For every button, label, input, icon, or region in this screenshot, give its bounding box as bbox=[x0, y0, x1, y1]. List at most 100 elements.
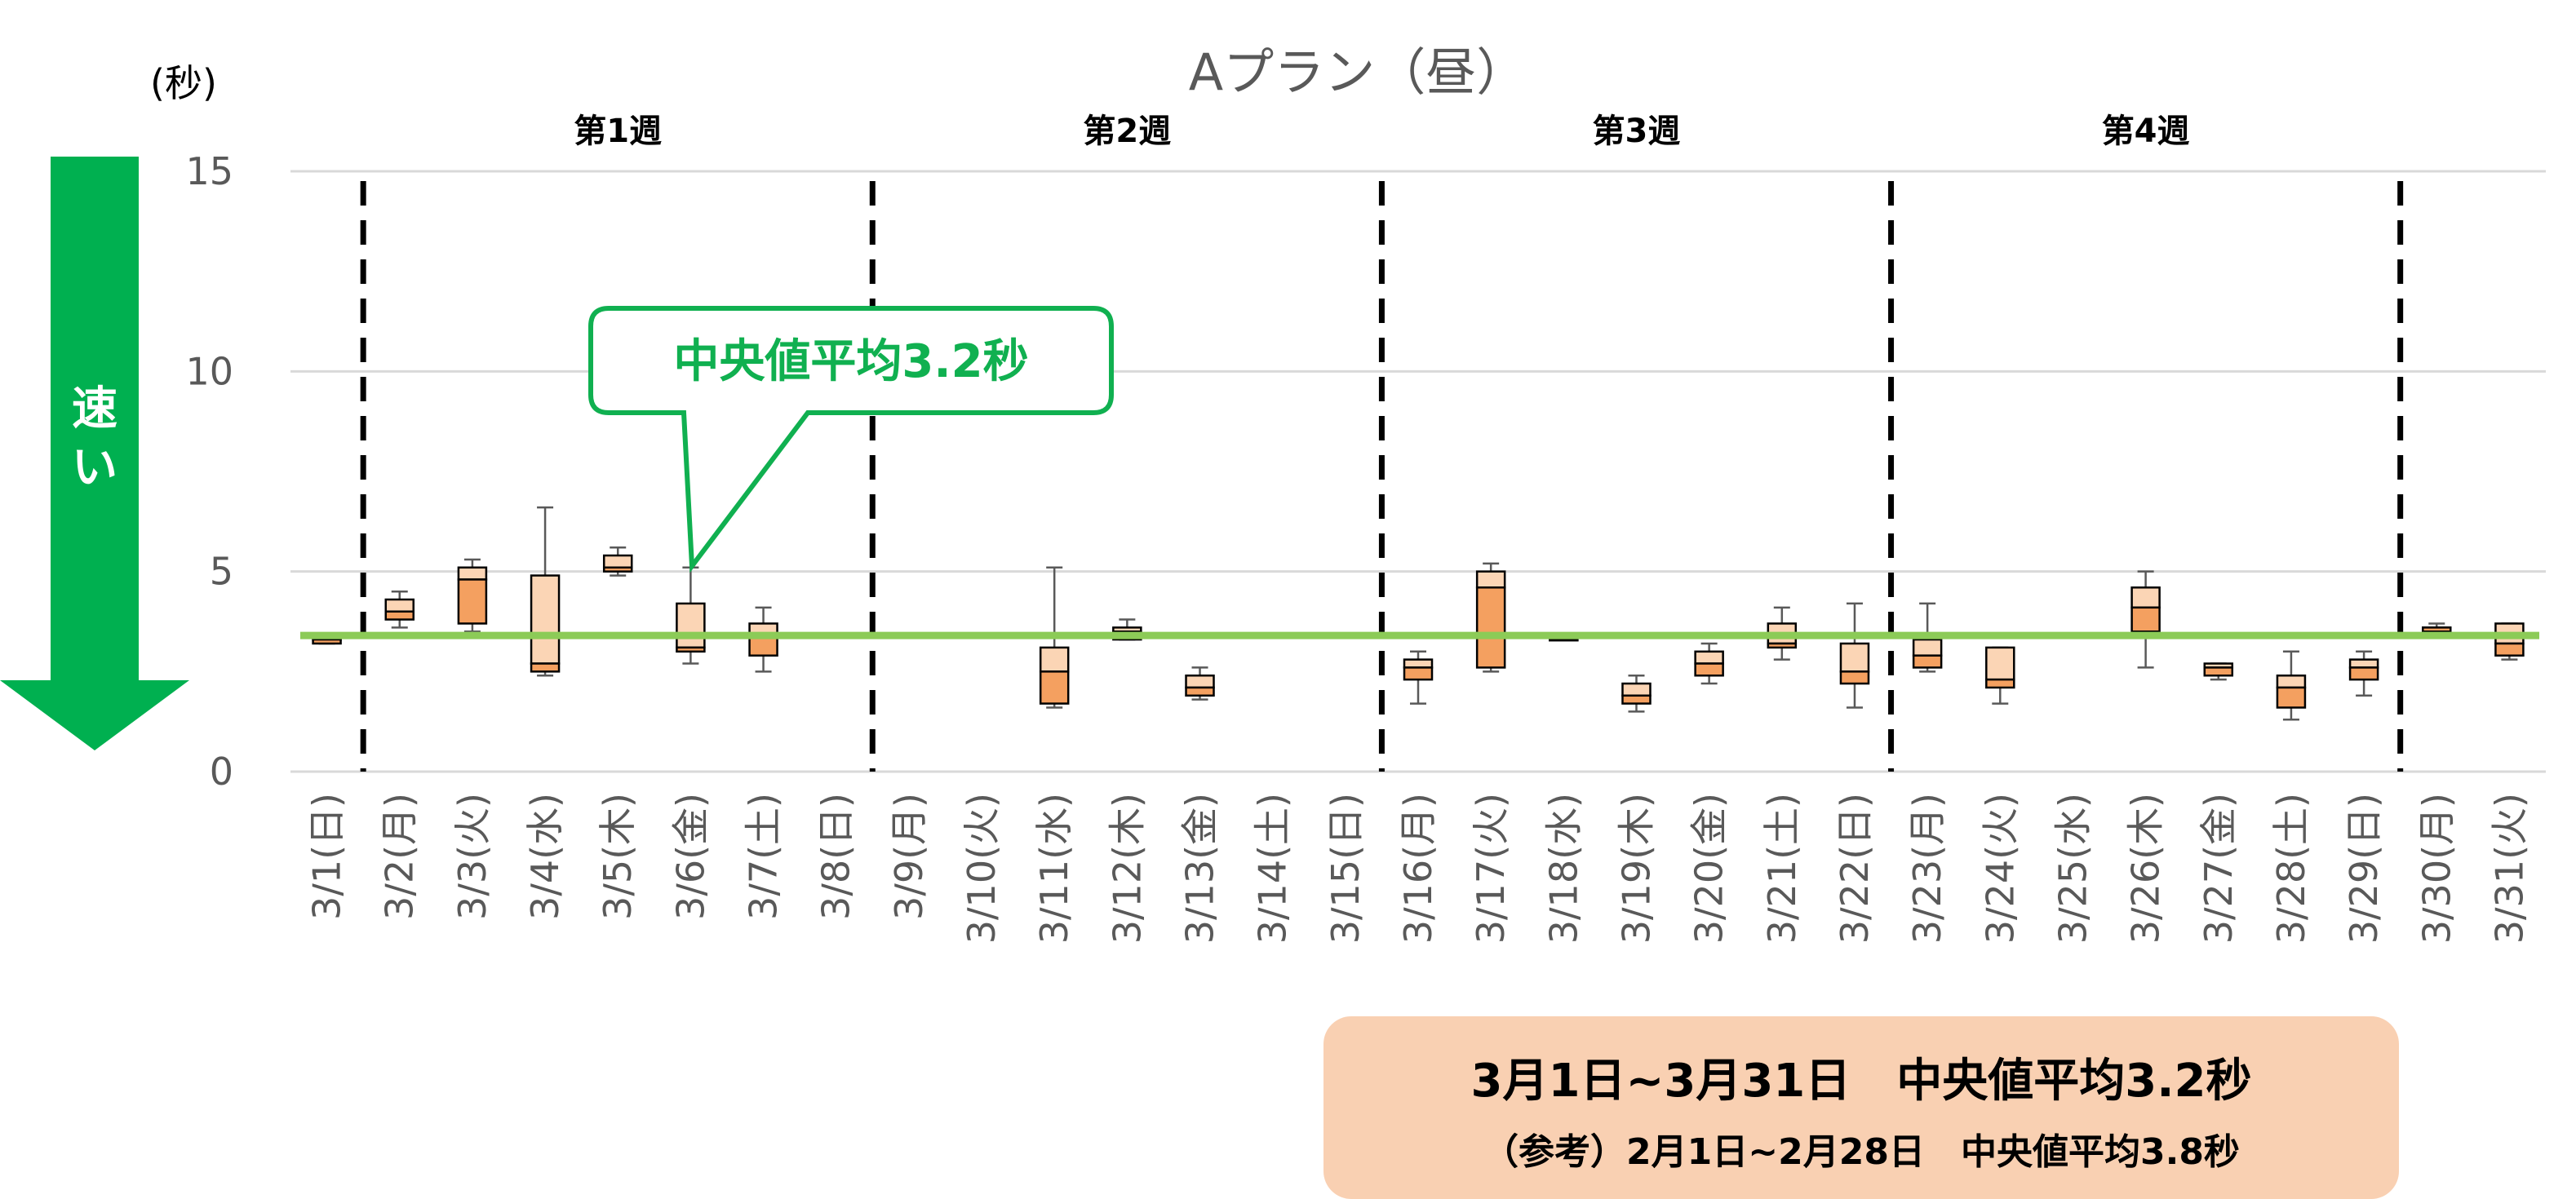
down-arrow-icon bbox=[0, 157, 189, 750]
box-lower bbox=[1039, 670, 1070, 705]
summary-box: 3月1日~3月31日 中央値平均3.2秒 （参考）2月1日~2月28日 中央値平… bbox=[1323, 1016, 2399, 1199]
x-tick-label: 3/20(金) bbox=[1687, 793, 1731, 944]
median-callout: 中央値平均3.2秒 bbox=[588, 306, 1114, 573]
x-tick-label: 3/21(土) bbox=[1760, 793, 1804, 944]
x-tick-label: 3/30(月) bbox=[2414, 793, 2459, 944]
week-label: 第3週 bbox=[1593, 113, 1681, 150]
box-lower bbox=[1621, 694, 1652, 705]
x-tick-label: 3/28(土) bbox=[2269, 793, 2313, 944]
x-tick-label: 3/11(水) bbox=[1032, 793, 1076, 944]
box-3/30(月) bbox=[2422, 622, 2452, 633]
box-3/3(火) bbox=[457, 558, 488, 633]
box-3/22(日) bbox=[1839, 602, 1870, 709]
box-3/20(金) bbox=[1694, 642, 1724, 685]
box-3/7(土) bbox=[748, 606, 778, 673]
box-lower bbox=[1403, 666, 1434, 681]
summary-line-current: 3月1日~3月31日 中央値平均3.2秒 bbox=[1470, 1055, 2252, 1108]
box-upper bbox=[457, 566, 488, 581]
box-upper bbox=[676, 602, 706, 649]
fast-label-char: 速 bbox=[72, 383, 117, 436]
box-lower bbox=[1549, 638, 1579, 642]
box-lower bbox=[1694, 662, 1724, 677]
week-labels: 第1週 第2週 第3週 第4週 bbox=[574, 113, 2189, 150]
x-tick-label: 3/19(木) bbox=[1614, 793, 1658, 944]
x-tick-label: 3/3(火) bbox=[450, 793, 494, 920]
x-tick-label: 3/13(金) bbox=[1178, 793, 1222, 944]
week-label: 第2週 bbox=[1083, 113, 1171, 150]
x-tick-label: 3/9(月) bbox=[887, 793, 931, 920]
x-tick-label: 3/15(日) bbox=[1323, 793, 1368, 944]
fast-arrow: 速い bbox=[0, 157, 189, 750]
callout-text: 中央値平均3.2秒 bbox=[673, 335, 1028, 388]
box-lower bbox=[1475, 586, 1506, 669]
y-tick-label: 0 bbox=[210, 750, 233, 794]
x-tick-label: 3/12(木) bbox=[1105, 793, 1149, 944]
box-3/5(木) bbox=[602, 546, 633, 577]
box-3/24(火) bbox=[1985, 646, 2015, 705]
y-axis-unit: (秒) bbox=[150, 61, 217, 105]
boxes bbox=[312, 506, 2525, 721]
week-label: 第1週 bbox=[574, 113, 662, 150]
x-tick-label: 3/22(日) bbox=[1833, 793, 1877, 944]
box-lower bbox=[2203, 666, 2234, 677]
box-3/4(水) bbox=[530, 506, 561, 677]
box-upper bbox=[2276, 674, 2307, 689]
box-3/26(木) bbox=[2130, 570, 2161, 669]
x-tick-label: 3/27(金) bbox=[2197, 793, 2241, 944]
week-label: 第4週 bbox=[2102, 113, 2190, 150]
box-upper bbox=[530, 574, 561, 665]
x-tick-label: 3/14(土) bbox=[1251, 793, 1295, 944]
x-tick-label: 3/7(土) bbox=[742, 793, 786, 920]
x-tick-label: 3/18(水) bbox=[1541, 793, 1585, 944]
box-3/27(金) bbox=[2203, 662, 2234, 681]
x-tick-label: 3/6(金) bbox=[668, 793, 712, 920]
y-tick-label: 15 bbox=[185, 149, 233, 193]
box-lower bbox=[2494, 642, 2525, 657]
box-lower bbox=[1985, 678, 2015, 689]
x-tick-label: 3/25(水) bbox=[2051, 793, 2095, 944]
box-upper bbox=[1694, 650, 1724, 665]
summary-line-reference: （参考）2月1日~2月28日 中央値平均3.8秒 bbox=[1483, 1131, 2240, 1173]
box-3/17(火) bbox=[1475, 562, 1506, 673]
box-3/31(火) bbox=[2494, 622, 2525, 661]
x-tick-label: 3/17(火) bbox=[1469, 793, 1513, 944]
box-lower bbox=[2130, 606, 2161, 633]
box-lower bbox=[384, 610, 415, 621]
box-lower bbox=[1185, 686, 1215, 697]
x-tick-label: 3/2(月) bbox=[378, 793, 422, 920]
box-upper bbox=[2348, 658, 2379, 669]
box-lower bbox=[312, 638, 342, 645]
box-upper bbox=[1185, 674, 1215, 689]
y-axis-ticks: 0 5 10 15 bbox=[185, 149, 233, 794]
box-3/28(土) bbox=[2276, 650, 2307, 721]
box-upper bbox=[1403, 658, 1434, 669]
fast-label: 速い bbox=[72, 383, 117, 494]
x-axis-labels: 3/1(日) 3/2(月) 3/3(火) 3/4(水) 3/5(木) 3/6(金) 3/7(… bbox=[305, 793, 2532, 944]
x-tick-label: 3/26(木) bbox=[2124, 793, 2168, 944]
box-upper bbox=[1839, 642, 1870, 673]
x-tick-label: 3/24(火) bbox=[1978, 793, 2022, 944]
week-separators bbox=[360, 181, 2404, 772]
box-upper bbox=[1912, 638, 1943, 657]
box-3/18(水) bbox=[1549, 638, 1579, 642]
box-lower bbox=[602, 566, 633, 573]
box-3/6(金) bbox=[676, 566, 706, 665]
chart-title: Aプラン（昼） bbox=[1189, 42, 1527, 102]
box-upper bbox=[602, 554, 633, 569]
fast-label-char: い bbox=[72, 441, 117, 494]
x-tick-label: 3/8(日) bbox=[814, 793, 858, 920]
x-tick-label: 3/10(火) bbox=[960, 793, 1004, 944]
box-lower bbox=[2348, 666, 2379, 681]
x-tick-label: 3/23(月) bbox=[1905, 793, 1949, 944]
x-tick-label: 3/4(水) bbox=[523, 793, 567, 920]
box-3/11(水) bbox=[1039, 566, 1070, 709]
box-upper bbox=[1475, 570, 1506, 589]
y-tick-label: 5 bbox=[210, 550, 233, 594]
box-upper bbox=[384, 598, 415, 613]
x-tick-label: 3/16(月) bbox=[1396, 793, 1440, 944]
box-3/29(日) bbox=[2348, 650, 2379, 697]
box-3/19(木) bbox=[1621, 674, 1652, 713]
box-3/16(月) bbox=[1403, 650, 1434, 705]
box-lower bbox=[1839, 670, 1870, 685]
